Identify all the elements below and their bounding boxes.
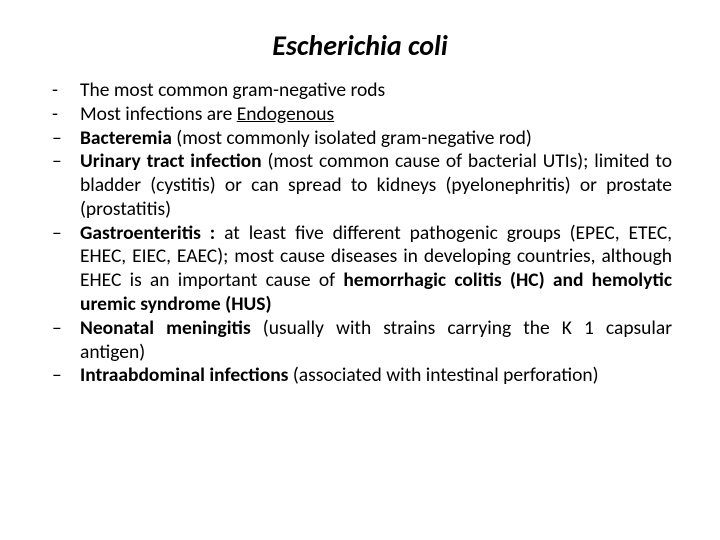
text-run: Most infections are (80, 102, 237, 126)
text-run: Neonatal meningitis (80, 316, 251, 340)
list-item: Intraabdominal infections (associated wi… (52, 364, 672, 388)
text-run: (associated with intestinal perforation) (288, 363, 598, 387)
slide: Escherichia coli The most common gram-ne… (0, 0, 720, 540)
list-item: The most common gram-negative rods (52, 79, 672, 103)
list-item: Gastroenteritis : at least five differen… (52, 222, 672, 317)
text-run: The most common gram-negative rods (80, 78, 385, 102)
list-item: Most infections are Endogenous (52, 103, 672, 127)
bullet-list: The most common gram-negative rodsMost i… (52, 79, 672, 388)
list-item: Neonatal meningitis (usually with strain… (52, 317, 672, 365)
text-run: Gastroenteritis : (80, 221, 224, 245)
slide-title: Escherichia coli (40, 28, 680, 63)
text-run: Endogenous (237, 102, 334, 126)
list-item: Urinary tract infection (most common cau… (52, 150, 672, 221)
list-item: Bacteremia (most commonly isolated gram-… (52, 127, 672, 151)
text-run: (most commonly isolated gram-negative ro… (172, 126, 532, 150)
text-run: Bacteremia (80, 126, 172, 150)
text-run: Urinary tract infection (80, 149, 262, 173)
text-run: Intraabdominal infections (80, 363, 288, 387)
